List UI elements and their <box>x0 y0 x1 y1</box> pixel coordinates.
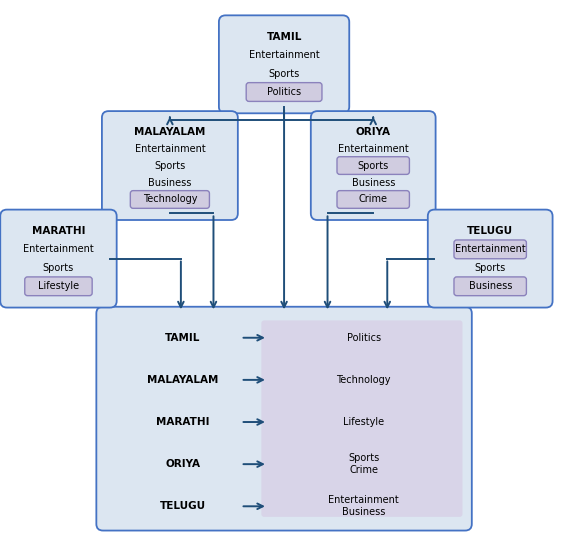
Text: TAMIL: TAMIL <box>165 333 200 343</box>
Text: Sports: Sports <box>43 263 74 273</box>
Text: MALAYALAM: MALAYALAM <box>134 126 205 136</box>
FancyBboxPatch shape <box>337 191 409 208</box>
Text: Technology: Technology <box>337 375 391 385</box>
Text: Entertainment: Entertainment <box>134 144 205 153</box>
Text: Politics: Politics <box>347 333 381 343</box>
Text: Politics: Politics <box>267 87 301 97</box>
Text: Sports: Sports <box>154 161 186 170</box>
Text: Lifestyle: Lifestyle <box>343 417 384 427</box>
Text: Business: Business <box>148 178 192 188</box>
FancyBboxPatch shape <box>102 111 238 220</box>
Text: Sports: Sports <box>474 263 506 273</box>
Text: MALAYALAM: MALAYALAM <box>147 375 218 385</box>
Text: Sports
Crime: Sports Crime <box>348 453 380 475</box>
Text: Entertainment: Entertainment <box>455 244 526 254</box>
FancyBboxPatch shape <box>130 191 209 208</box>
Text: MARATHI: MARATHI <box>32 226 85 236</box>
FancyBboxPatch shape <box>428 210 553 307</box>
Text: Technology: Technology <box>143 195 197 205</box>
Text: MARATHI: MARATHI <box>156 417 209 427</box>
Text: Business: Business <box>469 281 512 292</box>
Text: Business: Business <box>351 178 395 188</box>
FancyBboxPatch shape <box>25 277 92 296</box>
FancyBboxPatch shape <box>454 277 526 296</box>
FancyBboxPatch shape <box>337 157 409 174</box>
Text: Entertainment
Business: Entertainment Business <box>328 495 399 518</box>
Text: Crime: Crime <box>359 195 387 205</box>
Text: TELUGU: TELUGU <box>467 226 513 236</box>
Text: Entertainment: Entertainment <box>338 144 408 153</box>
FancyBboxPatch shape <box>311 111 435 220</box>
Text: ORIYA: ORIYA <box>165 459 200 469</box>
FancyBboxPatch shape <box>246 82 322 101</box>
Text: Entertainment: Entertainment <box>249 50 319 60</box>
FancyBboxPatch shape <box>219 15 349 113</box>
Text: TAMIL: TAMIL <box>266 31 302 42</box>
FancyBboxPatch shape <box>261 321 462 517</box>
Text: TELUGU: TELUGU <box>160 501 206 512</box>
Text: Sports: Sports <box>358 161 389 170</box>
FancyBboxPatch shape <box>0 210 117 307</box>
FancyBboxPatch shape <box>96 307 472 531</box>
Text: Entertainment: Entertainment <box>23 244 94 254</box>
Text: Lifestyle: Lifestyle <box>38 281 79 292</box>
FancyBboxPatch shape <box>454 240 526 258</box>
Text: ORIYA: ORIYA <box>356 126 391 136</box>
Text: Sports: Sports <box>268 69 299 79</box>
